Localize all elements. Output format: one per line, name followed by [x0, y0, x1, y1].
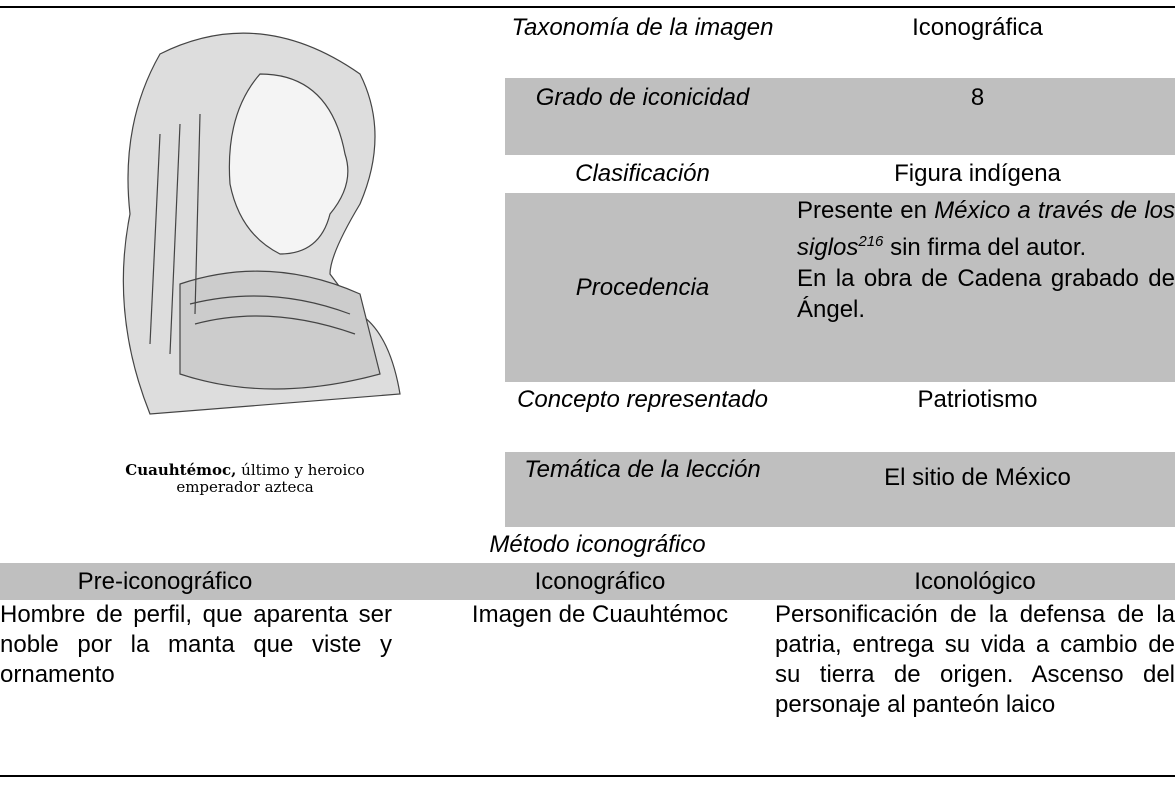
row-label: Grado de iconicidad — [505, 78, 780, 155]
text: sin firma del autor. — [890, 234, 1087, 261]
method-cell: Personificación de la defensa de la patr… — [775, 601, 1175, 718]
value-paragraph: Presente en México a través de los siglo… — [797, 195, 1175, 263]
row-label: Concepto representado — [517, 386, 768, 413]
top-rule — [0, 6, 1175, 8]
method-cell: Hombre de perfil, que aparenta ser noble… — [0, 601, 392, 688]
method-title: Método iconográfico — [489, 531, 706, 558]
row-value: Patriotismo — [917, 386, 1038, 413]
column-header: Pre-iconográfico — [77, 568, 253, 595]
caption-text: emperador azteca — [176, 478, 314, 496]
caption-name: Cuauhtémoc, — [125, 461, 237, 479]
row-label: Temática de la lección — [505, 452, 780, 527]
row-value: 8 — [780, 78, 1175, 155]
row-label: Taxonomía de la imagen — [511, 14, 774, 41]
bottom-rule — [0, 775, 1175, 777]
caption-text: último y heroico — [241, 461, 365, 479]
row-value: Presente en México a través de los siglo… — [780, 193, 1175, 382]
row-value: El sitio de México — [780, 452, 1175, 527]
text: Presente en — [797, 197, 927, 224]
footnote: 216 — [858, 233, 884, 250]
row-label: Procedencia — [505, 193, 780, 382]
row-label: Clasificación — [575, 160, 710, 187]
book-title: México a través de los siglos — [797, 197, 1175, 261]
column-header: Iconológico — [914, 568, 1036, 595]
portrait — [122, 32, 401, 415]
column-header: Iconográfico — [534, 568, 666, 595]
value-paragraph: En la obra de Cadena grabado de Ángel. — [797, 265, 1175, 323]
row-value: Iconográfica — [912, 14, 1043, 41]
method-cell: Imagen de Cuauhtémoc — [471, 601, 729, 628]
header-row — [0, 563, 1175, 600]
row-value: Figura indígena — [894, 160, 1061, 187]
image-caption: Cuauhtémoc, último y heroico emperador a… — [30, 462, 460, 496]
